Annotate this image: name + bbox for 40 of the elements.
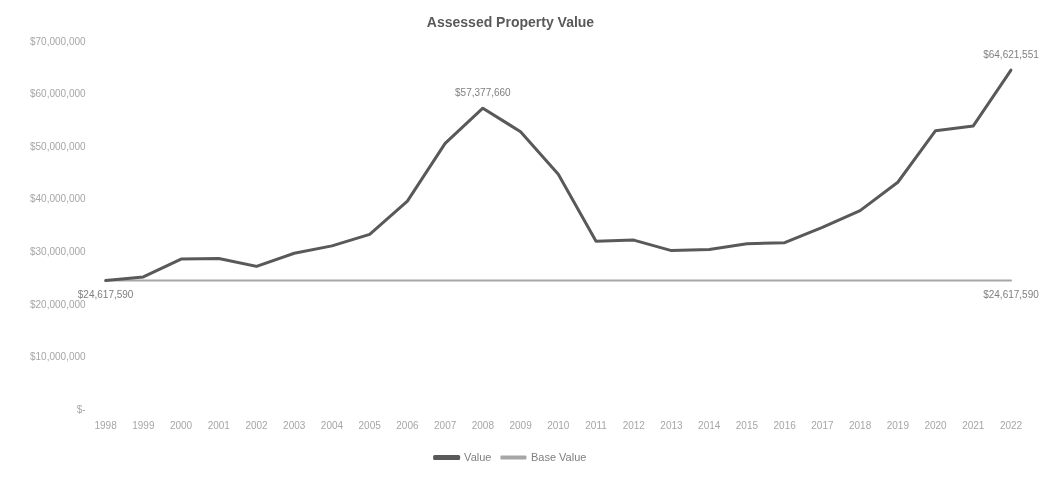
x-tick-label: 2008: [471, 419, 495, 431]
chart-title: Assessed Property Value: [426, 14, 595, 31]
y-tick-label: $30,000,000: [29, 245, 87, 257]
x-tick-label: 2003: [283, 419, 306, 431]
data-label: $24,617,590: [983, 289, 1040, 301]
x-tick-label: 2012: [622, 419, 646, 431]
data-label: $24,617,590: [77, 289, 134, 301]
x-tick-label: 2011: [585, 419, 608, 431]
x-tick-label: 1999: [132, 419, 155, 431]
y-tick-label: $20,000,000: [29, 298, 87, 310]
data-label: $57,377,660: [455, 86, 512, 98]
legend-label: Value: [464, 450, 492, 463]
x-tick-label: 2019: [886, 419, 910, 431]
x-tick-label: 2006: [396, 419, 419, 431]
x-tick-label: 2009: [509, 419, 533, 431]
x-tick-label: 2021: [962, 419, 985, 431]
y-tick-label: $40,000,000: [29, 193, 87, 205]
x-tick-label: 2017: [811, 419, 834, 431]
x-tick-label: 2022: [999, 419, 1023, 431]
y-tick-label: $-: [76, 403, 86, 415]
x-tick-label: 2000: [169, 419, 193, 431]
x-tick-label: 2005: [358, 419, 382, 431]
x-tick-label: 2002: [245, 419, 269, 431]
x-tick-label: 1998: [94, 419, 118, 431]
x-tick-label: 2016: [773, 419, 797, 431]
y-tick-label: $60,000,000: [29, 88, 87, 100]
x-tick-label: 2014: [698, 419, 721, 431]
y-tick-label: $10,000,000: [29, 351, 87, 363]
data-label: $64,621,551: [983, 48, 1040, 60]
legend-label: Base Value: [530, 450, 587, 463]
y-tick-label: $50,000,000: [29, 140, 87, 152]
x-tick-label: 2015: [735, 419, 759, 431]
y-tick-label: $70,000,000: [29, 35, 87, 47]
x-tick-label: 2004: [320, 419, 344, 431]
x-tick-label: 2007: [434, 419, 457, 431]
x-tick-label: 2020: [924, 419, 948, 431]
x-tick-label: 2018: [848, 419, 872, 431]
x-tick-label: 2010: [547, 419, 570, 431]
x-tick-label: 2001: [207, 419, 231, 431]
x-tick-label: 2013: [660, 419, 684, 431]
